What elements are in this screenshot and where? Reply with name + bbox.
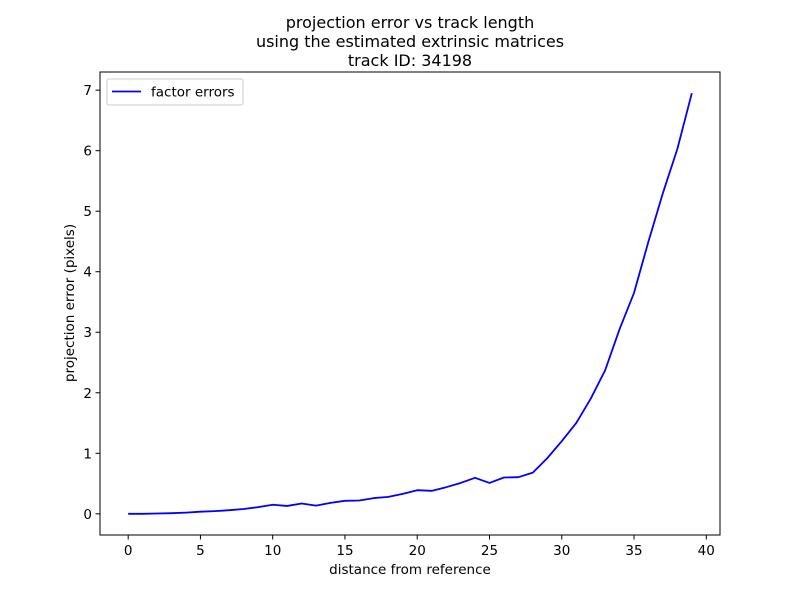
chart-title-line-2: using the estimated extrinsic matrices: [256, 32, 564, 51]
x-axis-label: distance from reference: [329, 562, 491, 578]
y-tick-label: 0: [83, 507, 92, 523]
x-tick-label: 0: [124, 543, 133, 559]
x-tick-label: 15: [336, 543, 353, 559]
x-axis-ticks: 0 5 10 15 20 25 30 35 40: [124, 535, 715, 559]
y-tick-label: 6: [83, 144, 92, 160]
x-tick-label: 30: [553, 543, 570, 559]
x-tick-label: 10: [264, 543, 281, 559]
x-tick-label: 40: [698, 543, 715, 559]
axes-frame: [99, 71, 721, 536]
x-tick-label: 5: [196, 543, 205, 559]
legend-label-factor-errors: factor errors: [151, 85, 235, 101]
legend: factor errors: [106, 78, 244, 106]
x-tick-label: 35: [625, 543, 642, 559]
y-tick-label: 3: [83, 325, 92, 341]
x-tick-label: 25: [481, 543, 498, 559]
x-tick-label: 20: [409, 543, 426, 559]
y-axis-ticks: 0 1 2 3 4 5 6 7: [83, 83, 100, 523]
y-axis-label: projection error (pixels): [62, 224, 78, 382]
y-tick-label: 7: [83, 83, 92, 99]
y-tick-label: 1: [83, 446, 92, 462]
chart-title-line-1: projection error vs track length: [286, 13, 535, 32]
series-line-factor-errors: [128, 92, 693, 515]
y-tick-label: 4: [83, 265, 92, 281]
plot-area: [128, 92, 693, 515]
chart-title-line-3: track ID: 34198: [348, 51, 472, 70]
legend-box: [106, 78, 244, 106]
y-tick-label: 5: [83, 204, 92, 220]
y-tick-label: 2: [83, 386, 92, 402]
